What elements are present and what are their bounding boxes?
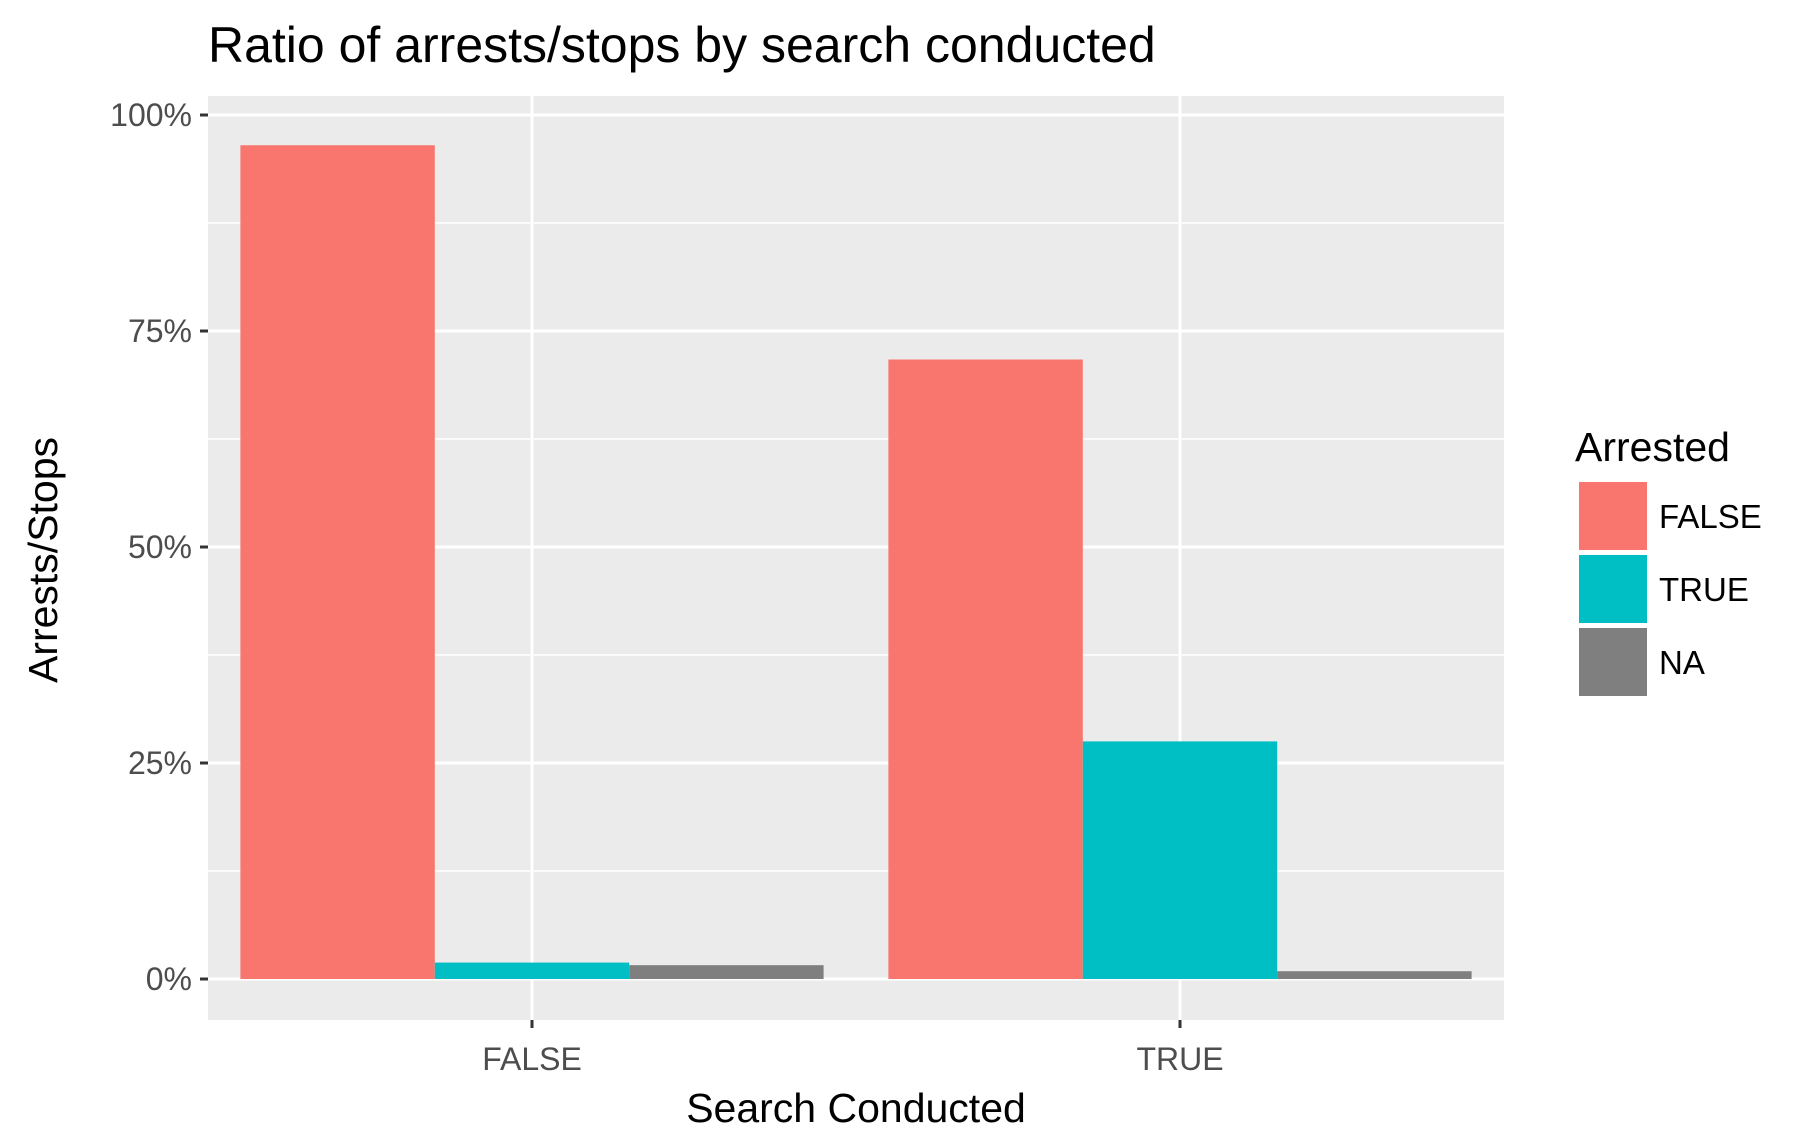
bar-true-false: [434, 962, 630, 979]
legend-label-false: FALSE: [1659, 498, 1762, 535]
x-axis: FALSE TRUE: [482, 1020, 1224, 1077]
legend-key-false: [1579, 482, 1647, 550]
bar-false-true: [888, 359, 1083, 980]
legend-label-true: TRUE: [1659, 571, 1749, 608]
chart-title: Ratio of arrests/stops by search conduct…: [208, 17, 1156, 73]
y-axis: 0% 25% 50% 75% 100%: [110, 97, 208, 997]
legend-title: Arrested: [1575, 424, 1730, 470]
y-tick-label: 50%: [128, 529, 192, 565]
x-tick-label: FALSE: [482, 1041, 582, 1077]
legend-key-true: [1579, 555, 1647, 623]
bar-false-false: [240, 145, 435, 980]
y-tick-label: 100%: [110, 97, 192, 133]
y-tick-label: 0%: [146, 961, 192, 997]
x-tick-label: TRUE: [1136, 1041, 1223, 1077]
bar-true-true: [1082, 741, 1278, 979]
bar-na-true: [1277, 971, 1472, 979]
x-axis-title: Search Conducted: [686, 1085, 1026, 1131]
legend: Arrested FALSE TRUE NA: [1575, 424, 1762, 696]
bars: [240, 145, 1472, 980]
legend-label-na: NA: [1659, 644, 1705, 681]
legend-key-na: [1579, 628, 1647, 696]
y-tick-label: 25%: [128, 745, 192, 781]
y-axis-title: Arrests/Stops: [20, 437, 66, 683]
bar-na-false: [629, 965, 824, 979]
y-tick-label: 75%: [128, 313, 192, 349]
